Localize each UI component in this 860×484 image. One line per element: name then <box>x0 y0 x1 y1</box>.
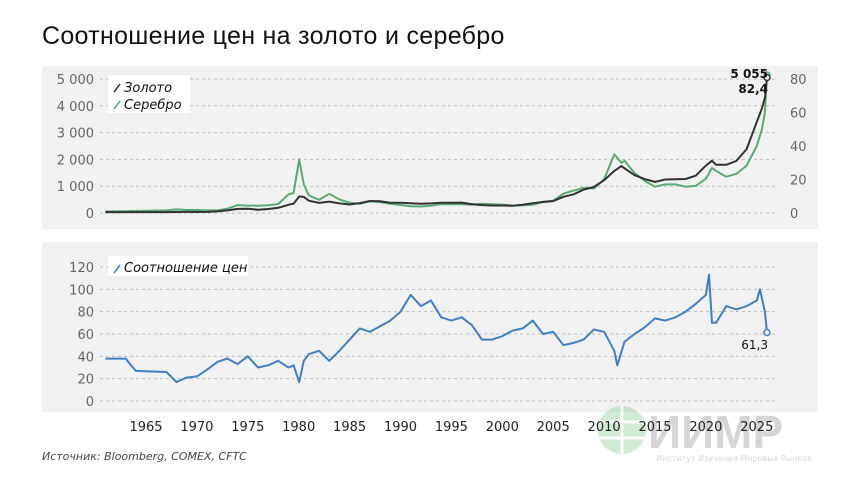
x-tick: 1970 <box>180 420 213 435</box>
y-tick: 60 <box>77 328 94 343</box>
x-tick: 2015 <box>638 420 671 435</box>
legend-silver: Серебро <box>124 98 182 113</box>
y-tick-right: 20 <box>790 174 807 189</box>
legend-gold-swatch <box>113 83 121 93</box>
y-tick: 80 <box>77 306 94 321</box>
logo: ИИМР Институт Изучения Мировых Рынков <box>598 406 812 463</box>
y-tick: 40 <box>77 350 94 365</box>
y-tick-left: 1 000 <box>57 180 94 195</box>
page-title: Соотношение цен на золото и серебро <box>42 22 505 50</box>
legend-gold: Золото <box>124 81 172 96</box>
y-tick-left: 5 000 <box>57 73 94 88</box>
y-tick-left: 2 000 <box>57 153 94 168</box>
y-tick-right: 0 <box>790 207 798 222</box>
globe-icon <box>598 406 646 454</box>
y-tick-left: 3 000 <box>57 127 94 142</box>
legend-ratio-swatch <box>113 264 121 274</box>
ratio-last-label: 61,3 <box>741 338 768 352</box>
x-tick: 1965 <box>129 420 162 435</box>
x-tick: 1995 <box>435 420 468 435</box>
gold-last-label: 5 055 <box>730 67 768 81</box>
ratio-line-end-point <box>763 328 771 337</box>
y-tick-left: 4 000 <box>57 100 94 115</box>
source-note: Источник: Bloomberg, COMEX, CFTC <box>42 450 247 463</box>
x-tick: 1980 <box>282 420 315 435</box>
y-tick: 120 <box>69 261 94 276</box>
gold-line-end-point <box>763 73 771 82</box>
gold-line <box>105 77 768 214</box>
y-tick: 20 <box>77 373 94 388</box>
x-tick: 2010 <box>588 420 621 435</box>
silver-line <box>105 74 768 213</box>
ratio-line <box>105 273 768 383</box>
logo-text: ИИМР <box>648 406 783 458</box>
x-tick: 1990 <box>384 420 417 435</box>
y-tick: 0 <box>86 395 94 410</box>
legend-ratio: Соотношение цен <box>124 261 248 276</box>
x-tick: 2000 <box>486 420 519 435</box>
y-tick: 100 <box>69 283 94 298</box>
y-tick-right: 80 <box>790 73 807 88</box>
logo-subtitle: Институт Изучения Мировых Рынков <box>656 454 812 463</box>
x-tick: 1975 <box>231 420 264 435</box>
y-tick-left: 0 <box>86 207 94 222</box>
x-tick: 1985 <box>333 420 366 435</box>
silver-last-label: 82,4 <box>738 82 768 96</box>
y-tick-right: 60 <box>790 107 807 122</box>
x-tick: 2020 <box>689 420 722 435</box>
y-tick-right: 40 <box>790 140 807 155</box>
x-tick: 2005 <box>537 420 570 435</box>
legend-top <box>108 75 190 113</box>
x-tick: 2025 <box>740 420 773 435</box>
legend-silver-swatch <box>113 100 121 110</box>
legend-bottom <box>108 256 248 276</box>
